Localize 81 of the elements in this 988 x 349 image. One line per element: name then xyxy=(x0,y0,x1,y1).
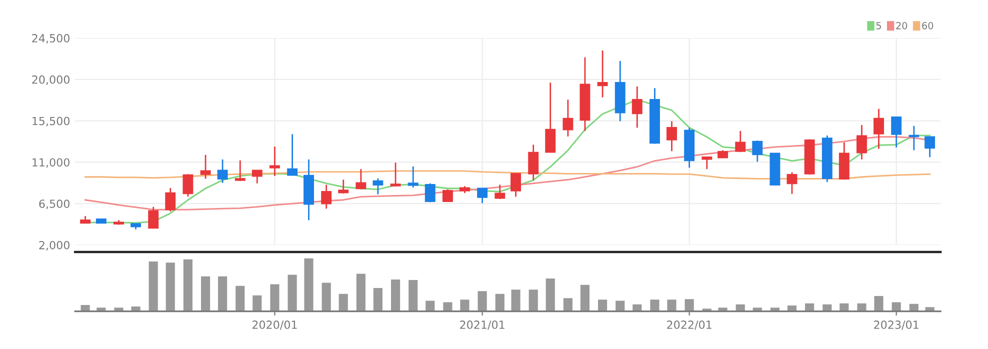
y-tick-label: 11,000 xyxy=(32,158,70,168)
candlestick xyxy=(752,140,763,162)
candlestick xyxy=(510,173,522,198)
bar xyxy=(288,274,297,312)
legend-label: 20 xyxy=(896,22,908,30)
bar xyxy=(460,300,470,312)
x-tick-label: 2021/01 xyxy=(460,320,504,330)
bar xyxy=(598,300,608,312)
bar xyxy=(373,288,382,312)
bar xyxy=(322,282,331,312)
candlestick xyxy=(562,98,574,138)
candlestick xyxy=(528,144,539,181)
bar xyxy=(495,294,504,312)
candlestick xyxy=(477,187,488,204)
y-tick-label: 6,500 xyxy=(39,200,70,210)
bar xyxy=(408,280,418,312)
candlestick xyxy=(856,124,867,160)
candlestick xyxy=(424,182,436,203)
candlestick xyxy=(321,184,332,210)
bar xyxy=(874,296,884,312)
candlestick xyxy=(786,172,798,195)
bar xyxy=(478,291,487,312)
candlestick xyxy=(338,178,349,194)
candlestick xyxy=(372,178,384,196)
bar xyxy=(270,284,280,312)
candlestick xyxy=(217,158,228,184)
y-tick-label: 15,500 xyxy=(32,116,70,126)
candlestick xyxy=(165,187,176,212)
bar xyxy=(528,290,538,312)
candlestick xyxy=(545,82,556,153)
candlestick xyxy=(182,173,194,198)
bar xyxy=(166,262,175,312)
bar xyxy=(356,274,366,312)
bar xyxy=(857,303,866,312)
candlestick xyxy=(666,120,677,152)
bar xyxy=(218,276,228,312)
candlestick xyxy=(442,188,453,202)
candlestick xyxy=(287,133,298,176)
y-tick-label: 2,000 xyxy=(39,240,70,251)
candlestick xyxy=(356,168,366,190)
x-tick-label: 2023/01 xyxy=(874,320,918,330)
bar xyxy=(236,286,245,312)
candlestick xyxy=(702,156,712,170)
bar xyxy=(684,299,694,312)
candlestick xyxy=(390,162,401,188)
candlestick xyxy=(408,166,418,188)
bar xyxy=(390,280,400,312)
candlestick xyxy=(597,50,608,98)
bar xyxy=(616,300,625,312)
bar xyxy=(443,302,452,312)
candlestick xyxy=(735,130,746,153)
bar xyxy=(546,278,555,312)
candlestick xyxy=(234,160,246,182)
bar xyxy=(183,259,192,312)
candlestick xyxy=(200,154,211,180)
bar xyxy=(201,276,210,312)
y-tick-label: 20,000 xyxy=(32,75,70,85)
bar xyxy=(580,284,590,312)
candlestick xyxy=(252,169,262,184)
bar xyxy=(148,262,158,312)
bar xyxy=(667,300,676,312)
bar xyxy=(650,300,660,312)
bar xyxy=(304,258,314,312)
candlestick xyxy=(494,184,506,200)
candlestick xyxy=(874,108,884,150)
candlestick xyxy=(924,136,936,158)
y-tick-label: 24,500 xyxy=(32,34,70,44)
bar xyxy=(252,295,262,312)
candlestick xyxy=(908,125,920,151)
bar xyxy=(511,290,520,312)
x-tick-label: 2022/01 xyxy=(667,320,712,330)
candlestick xyxy=(148,206,159,229)
x-tick-label: 2020/01 xyxy=(252,320,297,330)
bar xyxy=(563,298,572,312)
bar xyxy=(426,300,435,312)
bar xyxy=(338,294,348,312)
legend-label: 60 xyxy=(922,22,934,30)
legend-label: 5 xyxy=(876,22,881,30)
candlestick xyxy=(891,116,902,148)
candlestick xyxy=(269,146,280,177)
candlestick xyxy=(632,86,642,128)
